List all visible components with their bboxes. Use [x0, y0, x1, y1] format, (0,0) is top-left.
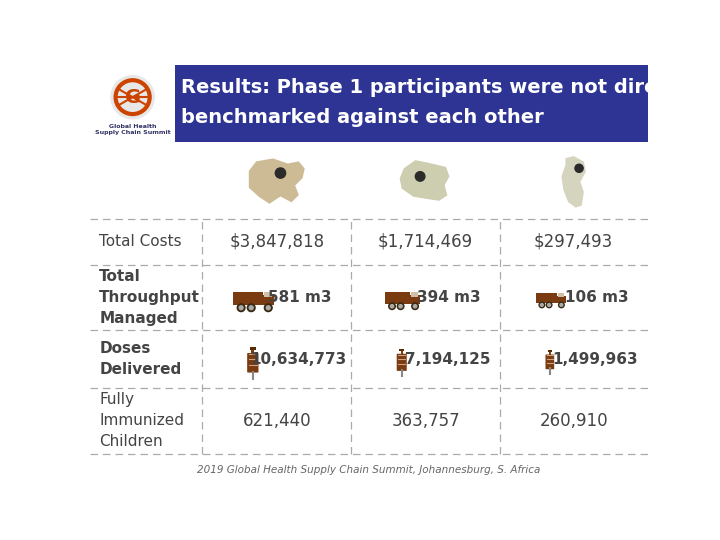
- FancyBboxPatch shape: [90, 65, 648, 142]
- FancyBboxPatch shape: [264, 292, 272, 297]
- FancyBboxPatch shape: [411, 293, 418, 297]
- Circle shape: [399, 305, 402, 308]
- FancyBboxPatch shape: [400, 350, 403, 355]
- Circle shape: [559, 302, 564, 308]
- FancyBboxPatch shape: [536, 293, 557, 303]
- FancyBboxPatch shape: [546, 354, 554, 369]
- Circle shape: [275, 168, 286, 178]
- FancyBboxPatch shape: [400, 348, 404, 351]
- FancyBboxPatch shape: [558, 293, 564, 297]
- Text: Fully
Immunized
Children: Fully Immunized Children: [99, 393, 184, 449]
- FancyBboxPatch shape: [90, 65, 175, 142]
- FancyBboxPatch shape: [251, 348, 254, 354]
- Polygon shape: [400, 160, 449, 201]
- Circle shape: [249, 306, 253, 309]
- FancyBboxPatch shape: [250, 347, 256, 349]
- Text: $3,847,818: $3,847,818: [229, 233, 324, 251]
- Text: 394 m3: 394 m3: [417, 290, 481, 305]
- Text: 581 m3: 581 m3: [269, 290, 332, 305]
- Text: 621,440: 621,440: [243, 412, 311, 430]
- Circle shape: [548, 303, 551, 306]
- FancyBboxPatch shape: [548, 350, 552, 352]
- Text: 363,757: 363,757: [391, 412, 460, 430]
- Circle shape: [539, 302, 544, 308]
- Circle shape: [264, 304, 272, 312]
- FancyBboxPatch shape: [385, 293, 410, 304]
- Text: 7,194,125: 7,194,125: [405, 352, 490, 367]
- Polygon shape: [249, 158, 305, 204]
- Circle shape: [111, 76, 154, 119]
- Circle shape: [546, 302, 552, 308]
- Text: 10,634,773: 10,634,773: [251, 352, 346, 367]
- FancyBboxPatch shape: [549, 351, 551, 355]
- Circle shape: [390, 305, 394, 308]
- FancyBboxPatch shape: [263, 295, 274, 306]
- Circle shape: [413, 305, 417, 308]
- Circle shape: [560, 303, 563, 306]
- Circle shape: [541, 303, 544, 306]
- Text: Total
Throughput
Managed: Total Throughput Managed: [99, 269, 200, 326]
- FancyBboxPatch shape: [247, 353, 258, 373]
- Text: Total Costs: Total Costs: [99, 234, 182, 249]
- Circle shape: [389, 303, 395, 309]
- Text: 106 m3: 106 m3: [565, 290, 629, 305]
- FancyBboxPatch shape: [397, 354, 407, 371]
- Text: Results: Phase 1 participants were not directly: Results: Phase 1 participants were not d…: [181, 78, 698, 97]
- Text: 1,499,963: 1,499,963: [552, 352, 638, 367]
- Circle shape: [415, 172, 425, 181]
- Polygon shape: [562, 156, 586, 207]
- Text: $1,714,469: $1,714,469: [378, 233, 473, 251]
- Text: 2019 Global Health Supply Chain Summit, Johannesburg, S. Africa: 2019 Global Health Supply Chain Summit, …: [197, 465, 541, 475]
- Circle shape: [412, 303, 418, 309]
- Text: G: G: [125, 87, 140, 106]
- FancyBboxPatch shape: [410, 295, 420, 304]
- Text: 260,910: 260,910: [539, 412, 608, 430]
- Circle shape: [575, 164, 583, 172]
- FancyBboxPatch shape: [557, 295, 566, 303]
- Text: Global Health
Supply Chain Summit: Global Health Supply Chain Summit: [95, 124, 171, 135]
- FancyBboxPatch shape: [233, 292, 263, 306]
- Text: Doses
Delivered: Doses Delivered: [99, 341, 181, 377]
- Circle shape: [266, 306, 270, 309]
- Circle shape: [238, 304, 245, 312]
- Text: benchmarked against each other: benchmarked against each other: [181, 107, 544, 127]
- Text: $297,493: $297,493: [534, 233, 613, 251]
- Circle shape: [248, 304, 255, 312]
- Circle shape: [397, 303, 404, 309]
- Circle shape: [239, 306, 243, 309]
